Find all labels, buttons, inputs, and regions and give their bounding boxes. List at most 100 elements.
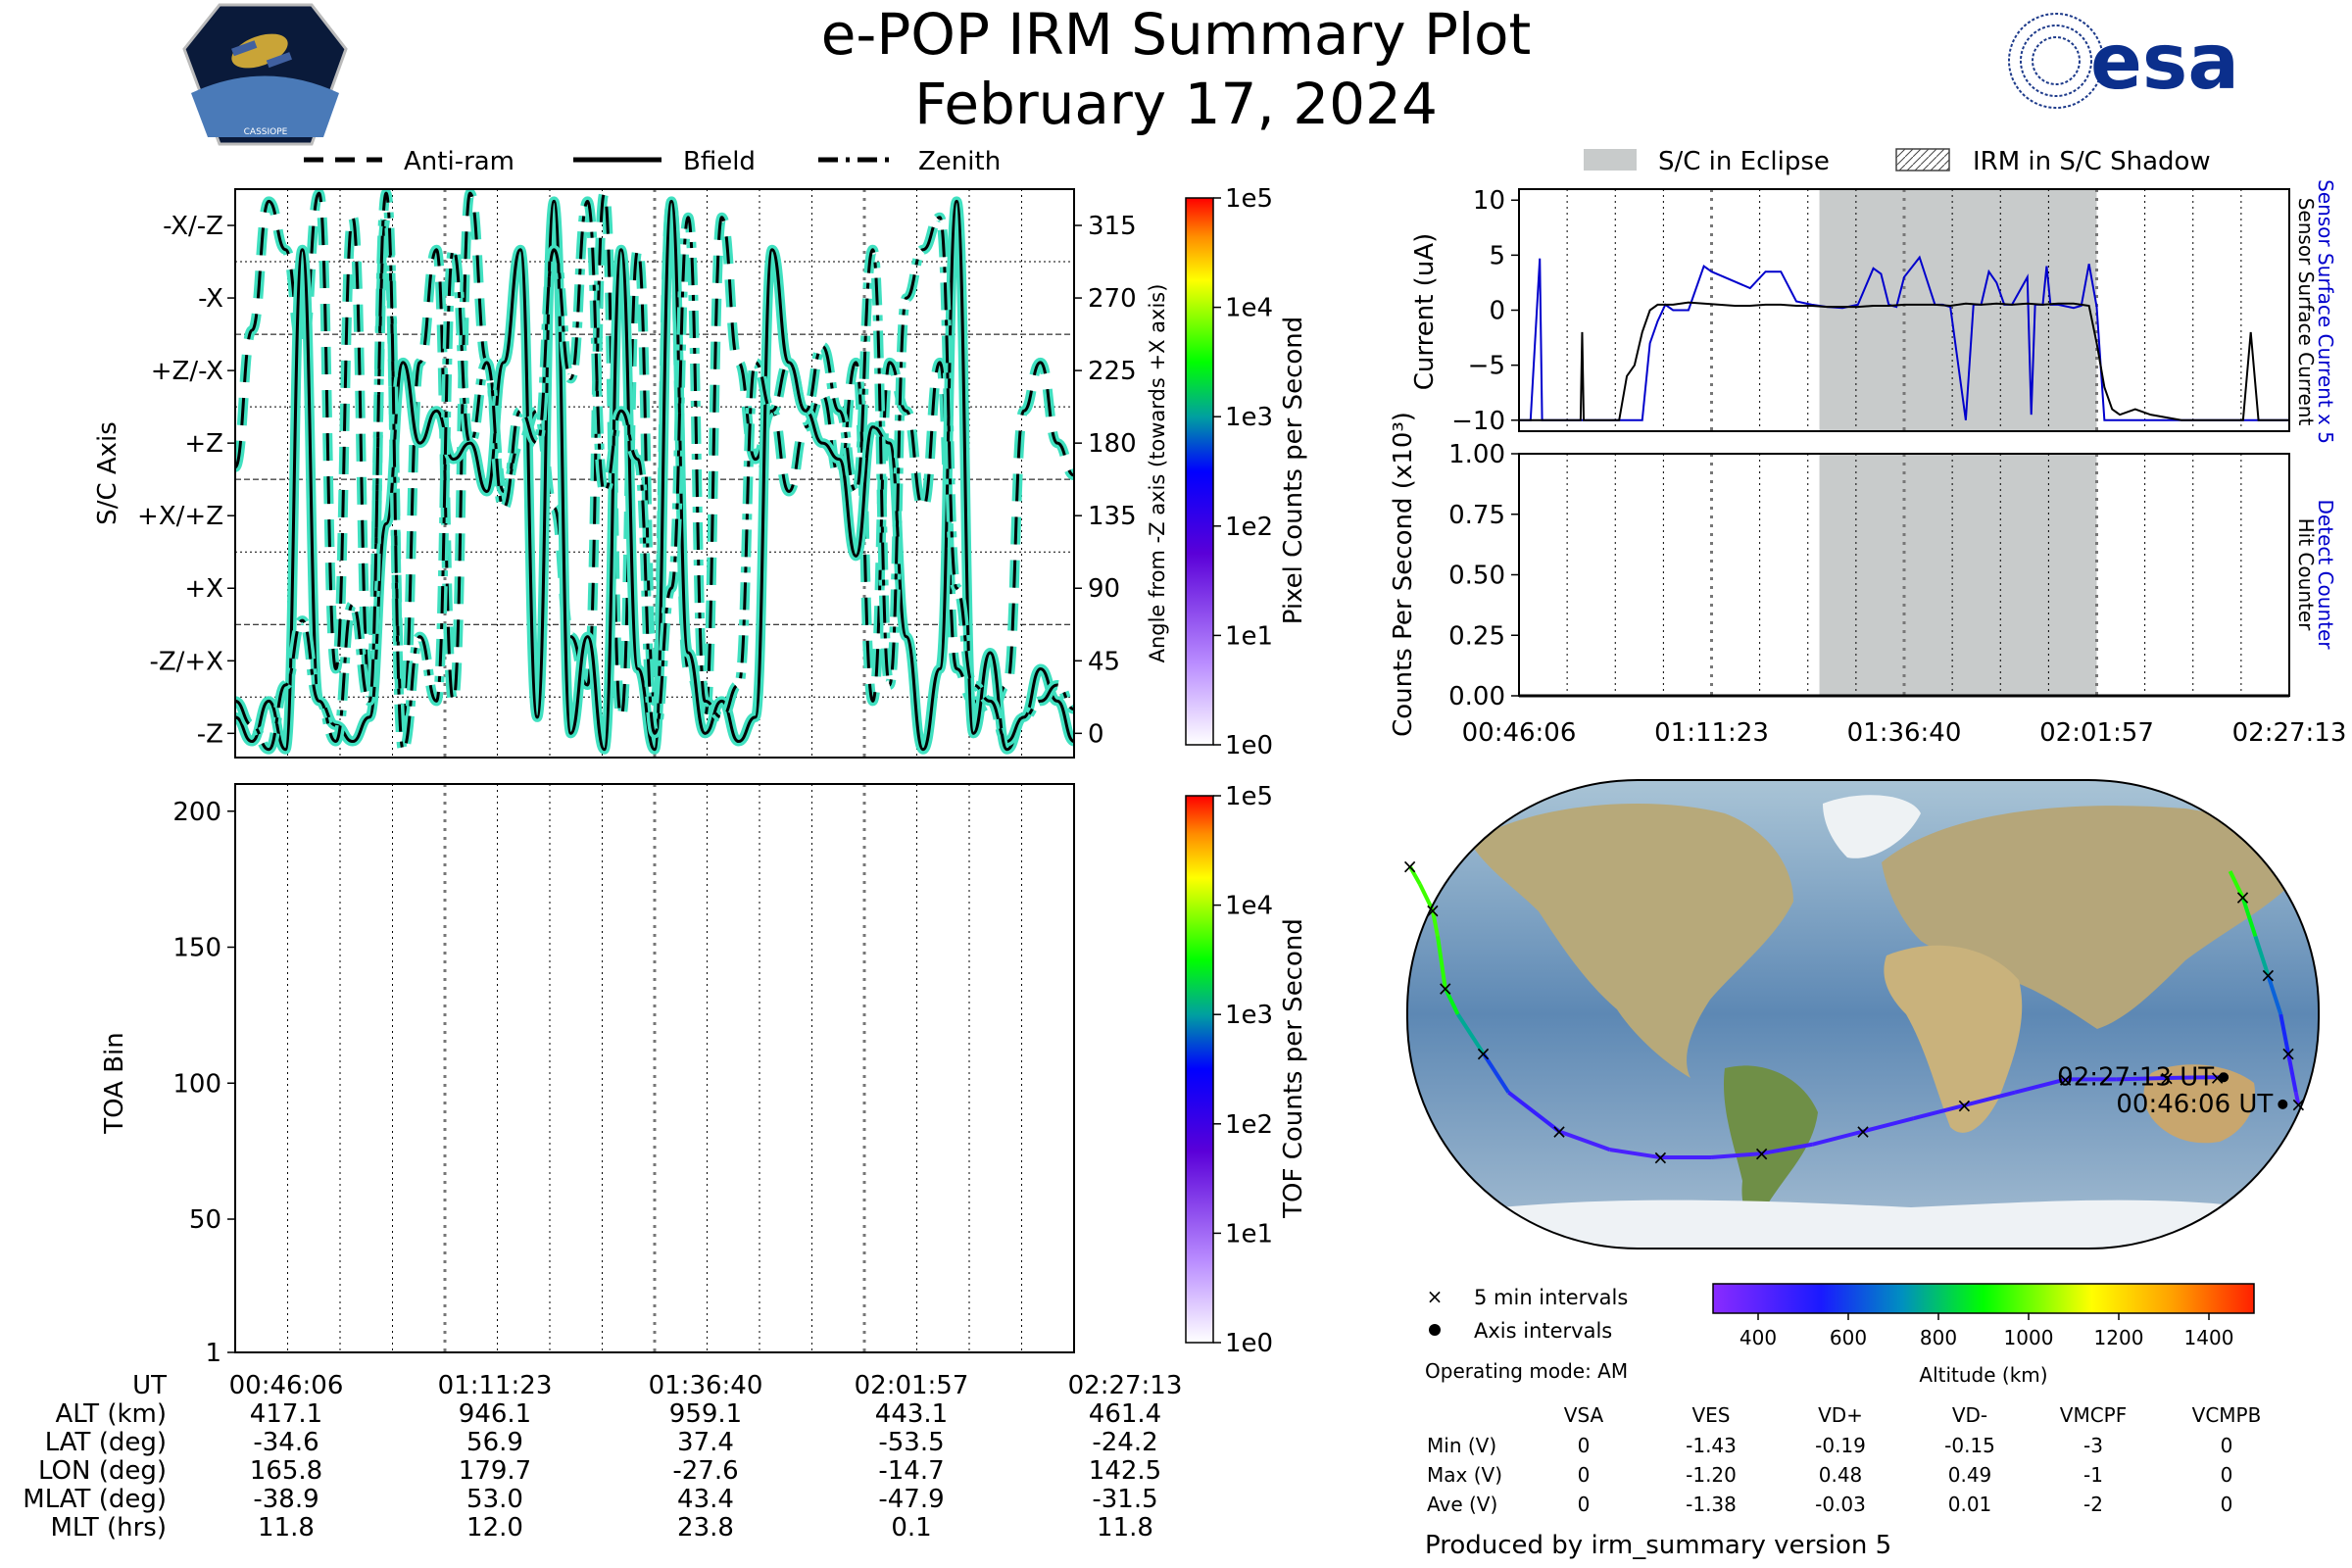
current-right-label-bottom: Sensor Surface Current (2294, 198, 2318, 426)
counts-tick-label: 0.50 (1448, 562, 1505, 591)
pixel-colorbar-label: Pixel Counts per Second (1279, 317, 1308, 625)
current-tick-label: −10 (1451, 407, 1505, 436)
legend-label-bfield: Bfield (683, 147, 756, 176)
voltage-cell: -0.15 (1944, 1434, 1995, 1457)
altitude-tick-label: 400 (1740, 1326, 1777, 1349)
voltage-row-label: Ave (V) (1427, 1493, 1497, 1516)
pixel-colorbar-ticks: 1e0 1e1 1e2 1e3 1e4 1e5 (1213, 184, 1273, 760)
altitude-colorbar-ticks: 400 600 800 1000 1200 1400 (1740, 1313, 2234, 1349)
ephemeris-cell: 11.8 (258, 1513, 315, 1543)
current-tick-label: −5 (1468, 352, 1505, 381)
voltage-cell: 0 (1578, 1493, 1591, 1516)
altitude-tick-label: 1400 (2184, 1326, 2234, 1349)
ephemeris-table: UT 00:46:06 01:11:23 01:36:40 02:01:57 02:27:… (23, 1371, 1182, 1543)
time-tick-label: 02:01:57 (2039, 718, 2154, 748)
right-tick-label: 90 (1088, 574, 1120, 604)
orbit-segment (1436, 936, 1447, 989)
tof-colorbar-gradient (1185, 795, 1214, 1344)
time-tick-label: 01:36:40 (1847, 718, 1962, 748)
series-sensor-surface-current-x-5 (1519, 255, 2289, 421)
orbit-segment (1963, 1090, 2016, 1107)
ephemeris-cell: 165.8 (250, 1456, 322, 1486)
orbit-cross-marker: × (1401, 855, 1418, 878)
legend-label-anti-ram: Anti-ram (404, 147, 514, 176)
voltage-cell: -1 (2083, 1463, 2103, 1487)
colorbar-tick-label: 1e0 (1225, 1329, 1273, 1358)
land-antarctica (1407, 1200, 2319, 1249)
ephemeris-cell: 142.5 (1089, 1456, 1161, 1486)
ephemeris-cell: 443.1 (875, 1399, 948, 1429)
left-tick-label: -Z/+X (149, 647, 223, 676)
cassiope-logo: CASSIOPE (182, 3, 348, 146)
orbit-cross-marker: × (2234, 886, 2251, 909)
colorbar-tick-label: 1e5 (1225, 782, 1273, 811)
colorbar-tick-label: 1e2 (1225, 513, 1273, 542)
voltage-cell: 0.48 (1819, 1463, 1863, 1487)
tof-colorbar: 1e0 1e1 1e2 1e3 1e4 1e5 TOF Counts per Second (1185, 782, 1308, 1358)
orientation-right-ticks: 315 270 225 180 135 90 45 0 (1074, 212, 1137, 749)
orientation-left-ticks: -X/-Z -X +Z/-X +Z +X/+Z +X -Z/+X -Z (137, 212, 235, 749)
ephemeris-row-label: UT (132, 1371, 167, 1400)
cross-marker-icon: × (1427, 1285, 1444, 1308)
legend-label-zenith: Zenith (918, 147, 1001, 176)
toa-tick-label: 50 (189, 1205, 221, 1235)
counts-gridlines (1566, 454, 2242, 696)
time-tick-label: 02:27:13 (2232, 718, 2347, 748)
legend-item-bfield: Bfield (573, 147, 756, 176)
right-tick-label: 315 (1088, 212, 1137, 241)
ephemeris-cell: 0.1 (891, 1513, 931, 1543)
orbit-segment (1811, 1129, 1864, 1147)
current-panel: 10 5 0 −5 −10 Current (uA) Sensor Surface Cu… (1410, 179, 2337, 444)
right-tick-label: 0 (1088, 719, 1104, 749)
map-outline (1406, 779, 2320, 1250)
counts-tick-label: 0.00 (1448, 682, 1505, 711)
orbit-segment (1455, 1012, 1486, 1054)
land-greenland (1823, 795, 1921, 858)
voltage-cell: 0 (2221, 1493, 2233, 1516)
dot-marker-icon (1429, 1324, 1441, 1336)
toa-gridlines (287, 784, 1022, 1352)
orbit-segment (2240, 896, 2258, 937)
voltage-cell: 0 (1578, 1434, 1591, 1457)
voltage-cell: -2 (2083, 1493, 2103, 1516)
colorbar-tick-label: 1e3 (1225, 1001, 1273, 1030)
time-tick-label: 00:46:06 (1462, 718, 1577, 748)
land-south-america (1724, 1065, 1818, 1216)
counts-yticks: 1.00 0.75 0.50 0.25 0.00 (1448, 440, 1519, 711)
voltage-cell: 0 (1578, 1463, 1591, 1487)
orbit-cross-marker: × (1855, 1120, 1872, 1144)
orbit-cross-marker: × (1652, 1146, 1669, 1169)
colorbar-tick-label: 1e3 (1225, 403, 1273, 432)
shadow-legend-swatch (1895, 148, 1950, 172)
orbit-segment (2166, 1075, 2192, 1081)
cassiope-logo-text: CASSIOPE (244, 127, 288, 137)
current-gridlines (1566, 189, 2242, 431)
ephemeris-cell: 11.8 (1097, 1513, 1153, 1543)
ephemeris-cell: 00:46:06 (229, 1371, 344, 1400)
voltage-column-header: VES (1691, 1403, 1730, 1427)
right-tick-label: 135 (1088, 502, 1137, 531)
trace-zenith (235, 191, 1074, 752)
colorbar-tick-label: 1e4 (1225, 294, 1273, 323)
current-right-label-top: Sensor Surface Current x 5 (2314, 179, 2337, 444)
ephemeris-cell: 53.0 (466, 1485, 523, 1514)
ephemeris-cell: -53.5 (878, 1428, 944, 1457)
colorbar-tick-label: 1e1 (1225, 1219, 1273, 1249)
orbit-segment (2293, 1092, 2301, 1105)
shadow-legend-label: IRM in S/C Shadow (1973, 147, 2211, 176)
orbit-cross-marker: × (2260, 963, 2277, 987)
orbit-segment (1558, 1129, 1611, 1152)
left-tick-label: +Z/-X (151, 357, 223, 386)
produced-by: Produced by irm_summary version 5 (1425, 1531, 1891, 1560)
toa-tick-label: 1 (205, 1339, 221, 1368)
voltage-cell: -0.03 (1815, 1493, 1866, 1516)
orbit-cross-marker: × (1956, 1094, 1973, 1117)
orbit-cross-marker: × (2057, 1067, 2074, 1091)
altitude-colorbar-label: Altitude (km) (1919, 1363, 2047, 1387)
orbit-segment (1913, 1103, 1965, 1121)
toa-tick-label: 150 (172, 934, 221, 963)
orbit-segment (2116, 1076, 2168, 1082)
eclipse-legend-swatch (1584, 149, 1637, 171)
voltage-cell: -0.19 (1815, 1434, 1866, 1457)
